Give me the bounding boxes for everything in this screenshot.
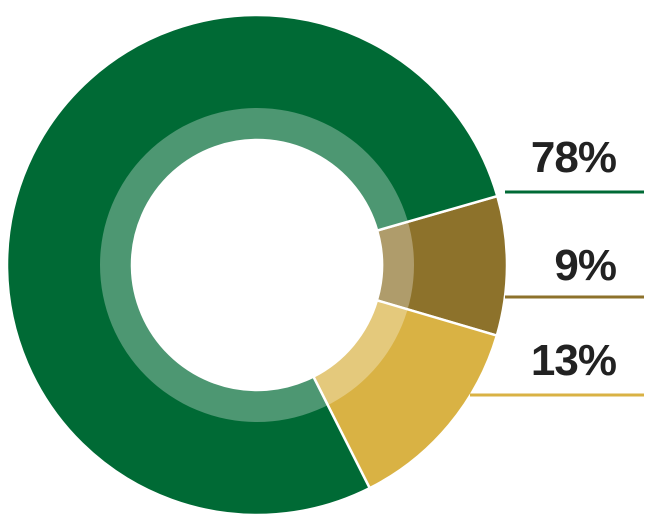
label-78: 78% (531, 133, 616, 182)
leader-lines (470, 190, 644, 397)
slice-large (5, 13, 499, 517)
label-13: 13% (531, 336, 616, 385)
inner-ring (100, 108, 414, 422)
slices (5, 13, 509, 517)
data-labels: 78% 9% 13% (531, 133, 617, 385)
label-9: 9% (554, 241, 616, 290)
inner-ring-highlight (100, 108, 414, 422)
slice-medium (311, 298, 499, 490)
